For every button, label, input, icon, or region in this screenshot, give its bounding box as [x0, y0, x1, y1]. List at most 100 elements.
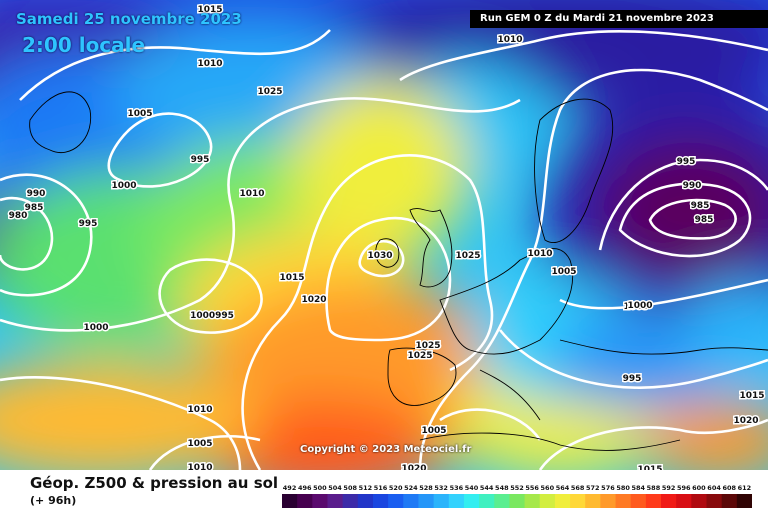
- scale-swatch: [342, 494, 359, 508]
- isobar-label: 1015: [637, 465, 662, 470]
- scale-swatch: [494, 494, 510, 508]
- scale-swatch: [736, 494, 752, 508]
- isobar-label: 1015: [739, 391, 764, 401]
- scale-label: 588: [647, 484, 661, 492]
- scale-label: 504: [328, 484, 342, 492]
- legend-subtitle: (+ 96h): [30, 494, 77, 507]
- isobar-label: 1025: [407, 351, 432, 361]
- copyright-notice: Copyright © 2023 Meteociel.fr: [300, 444, 472, 455]
- isobar-label: 1005: [187, 439, 212, 449]
- isobar-label: 985: [691, 201, 710, 211]
- scale-swatch: [615, 494, 632, 508]
- legend-footer: Géop. Z500 & pression au sol (+ 96h) 492…: [0, 470, 768, 512]
- coastlines: [29, 91, 768, 451]
- legend-title: Géop. Z500 & pression au sol: [30, 474, 279, 492]
- isobar-label: 1010: [527, 249, 552, 259]
- scale-swatch: [706, 494, 723, 508]
- isobar-label: 1000: [111, 181, 136, 191]
- scale-label: 496: [298, 484, 312, 492]
- scale-swatch: [297, 494, 313, 508]
- isobar-label: 1000: [83, 323, 108, 333]
- geopotential-field: 1015101010101025100599510009909859809951…: [0, 0, 768, 470]
- color-scale: 492 496 500 504 508 512 516 520 524 528 532 536 540 5…: [282, 484, 752, 508]
- scale-label: 516: [374, 484, 388, 492]
- scale-label: 544: [480, 484, 494, 492]
- scale-swatch: [721, 494, 738, 508]
- isobars: [0, 29, 768, 470]
- scale-label: 600: [692, 484, 706, 492]
- scale-label: 492: [283, 484, 297, 492]
- isobar-label: 1030: [367, 251, 392, 261]
- scale-label: 512: [359, 484, 373, 492]
- isobar-label: 995: [623, 374, 642, 384]
- scale-label: 508: [343, 484, 357, 492]
- scale-swatch: [448, 494, 465, 508]
- scale-label: 604: [707, 484, 721, 492]
- scale-label: 560: [541, 484, 555, 492]
- weather-map: 1015 1010 1010 1025 1005 995 1000 990 985 980 995 1…: [0, 0, 768, 470]
- isobar-label: 985: [695, 215, 714, 225]
- scale-swatch: [433, 494, 450, 508]
- scale-swatch: [524, 494, 541, 508]
- isobar-label: 1005: [551, 267, 576, 277]
- scale-swatch: [630, 494, 647, 508]
- isobar-label: 1005: [623, 302, 648, 312]
- scale-label: 596: [677, 484, 691, 492]
- isobar-label: 990: [27, 189, 46, 199]
- scale-swatch: [691, 494, 708, 508]
- scale-label: 520: [389, 484, 403, 492]
- isobar-label: 1025: [257, 87, 282, 97]
- isobar-label: 1000: [627, 301, 652, 311]
- scale-swatch: [403, 494, 419, 508]
- isobar-label: 1025: [415, 341, 440, 351]
- isobar-label: 985: [25, 203, 44, 213]
- scale-swatch: [327, 494, 344, 508]
- scale-swatch: [509, 494, 526, 508]
- scale-swatch: [357, 494, 374, 508]
- scale-label: 524: [404, 484, 418, 492]
- isobar-label: 980: [9, 211, 28, 221]
- scale-label: 564: [556, 484, 570, 492]
- isobar-label: 1015: [279, 273, 304, 283]
- scale-label: 500: [313, 484, 327, 492]
- isobar-label: 1005: [421, 426, 446, 436]
- scale-swatch: [645, 494, 662, 508]
- scale-label: 576: [601, 484, 615, 492]
- isobar-label: 995: [677, 157, 696, 167]
- isobar-label: 1000995: [190, 311, 234, 321]
- scale-swatch: [372, 494, 389, 508]
- scale-label: 540: [465, 484, 479, 492]
- scale-swatch: [418, 494, 435, 508]
- isobar-label: 1025: [455, 251, 480, 261]
- isobar-label: 1005: [127, 109, 152, 119]
- isobar-label: 1010: [187, 463, 212, 470]
- scale-label: 528: [419, 484, 433, 492]
- scale-swatch: [479, 494, 495, 508]
- scale-label: 584: [632, 484, 646, 492]
- isobar-label: 995: [191, 155, 210, 165]
- isobar-label: 1020: [301, 295, 326, 305]
- isobar-label: 1010: [239, 189, 264, 199]
- scale-label: 532: [434, 484, 448, 492]
- model-run-info: Run GEM 0 Z du Mardi 21 novembre 2023: [470, 10, 768, 28]
- scale-swatch: [463, 494, 480, 508]
- isobar-label: 1010: [497, 35, 522, 45]
- scale-label: 556: [525, 484, 539, 492]
- scale-label: 568: [571, 484, 585, 492]
- isobar-label: 990: [683, 181, 702, 191]
- scale-swatch: [570, 494, 586, 508]
- scale-swatch: [676, 494, 692, 508]
- isobar-label: 1010: [187, 405, 212, 415]
- forecast-local-time: 2:00 locale: [22, 33, 146, 57]
- isobar-label: 1020: [401, 464, 426, 470]
- forecast-date: Samedi 25 novembre 2023: [16, 10, 242, 28]
- scale-label: 580: [616, 484, 630, 492]
- scale-swatch: [600, 494, 617, 508]
- isobar-label: 1020: [733, 416, 758, 426]
- scale-label: 536: [450, 484, 464, 492]
- scale-swatch: [585, 494, 601, 508]
- scale-swatch: [388, 494, 404, 508]
- scale-label: 612: [738, 484, 752, 492]
- scale-label: 548: [495, 484, 509, 492]
- isobar-label: 1010: [197, 59, 222, 69]
